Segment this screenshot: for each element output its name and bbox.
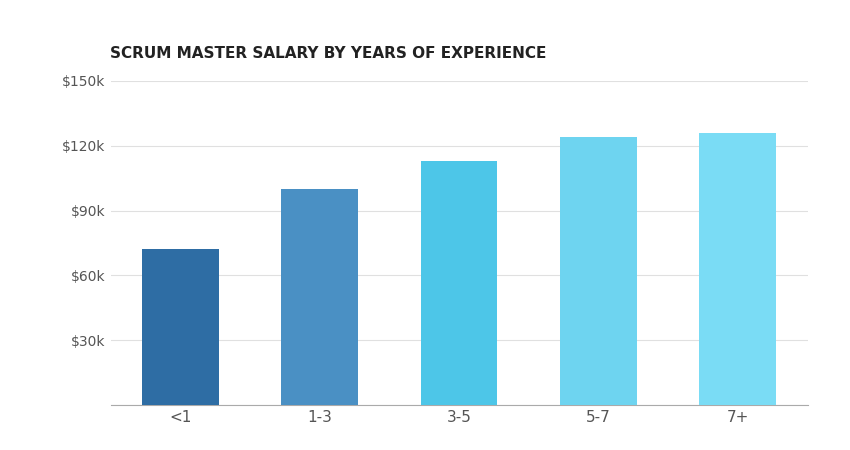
Bar <box>700 133 776 405</box>
Bar <box>421 161 497 405</box>
Bar <box>281 189 358 405</box>
Bar <box>560 137 637 405</box>
Bar <box>142 249 218 405</box>
Text: the: the <box>540 19 564 35</box>
Text: SCRUM MASTER SALARY BY YEARS OF EXPERIENCE: SCRUM MASTER SALARY BY YEARS OF EXPERIEN… <box>110 46 547 61</box>
Text: academy: academy <box>733 18 823 36</box>
Text: knowledge: knowledge <box>568 18 677 36</box>
